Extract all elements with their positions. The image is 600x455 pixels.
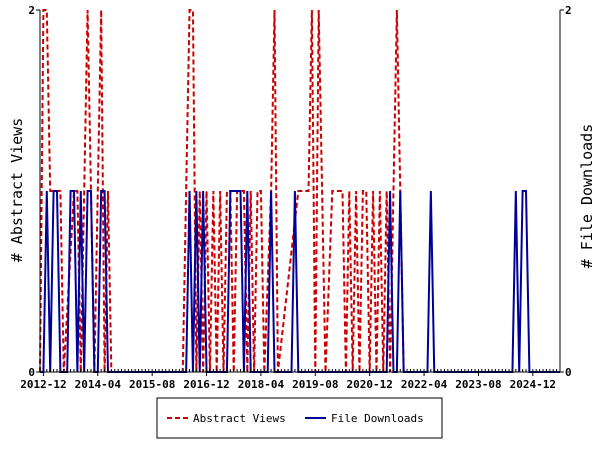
axes: 2012-12 2014-04 2015-08 2016-12 2018-04 2019-… <box>20 4 571 391</box>
x-tick-label: 2014-04 <box>75 378 122 391</box>
x-tick-label: 2023-08 <box>455 378 501 391</box>
y-axis-right-title: # File Downloads <box>578 124 596 269</box>
y-left-tick-label: 0 <box>28 366 35 379</box>
y-right-tick-label: 0 <box>565 366 572 379</box>
y-axis-left-title: # Abstract Views <box>8 118 26 263</box>
legend-label-file-downloads: File Downloads <box>331 412 424 425</box>
series-line-abstract-views <box>39 9 408 373</box>
x-tick-label: 2016-12 <box>183 378 229 391</box>
series-line-file-downloads <box>40 190 560 373</box>
x-tick-label: 2022-04 <box>401 378 448 391</box>
x-tick-label: 2015-08 <box>129 378 175 391</box>
plot-area <box>39 9 560 373</box>
x-tick-label: 2019-08 <box>292 378 338 391</box>
x-tick-label: 2018-04 <box>238 378 285 391</box>
x-tick-label: 2020-12 <box>346 378 392 391</box>
x-tick-label: 2024-12 <box>510 378 556 391</box>
y-right-tick-label: 2 <box>565 4 572 17</box>
legend-label-abstract-views: Abstract Views <box>193 412 286 425</box>
legend: Abstract Views File Downloads <box>156 397 443 439</box>
x-tick-label: 2012-12 <box>20 378 66 391</box>
y-left-tick-label: 2 <box>28 4 35 17</box>
legend-box <box>156 397 443 439</box>
